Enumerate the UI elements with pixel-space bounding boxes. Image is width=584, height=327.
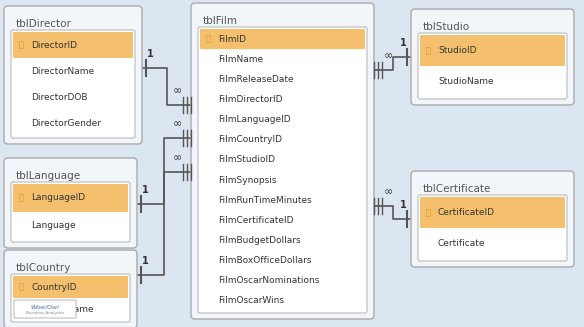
Text: Business Analytics: Business Analytics bbox=[26, 311, 64, 315]
Text: FilmID: FilmID bbox=[218, 35, 246, 43]
Text: FilmCountryID: FilmCountryID bbox=[218, 135, 282, 144]
Text: StudioName: StudioName bbox=[438, 77, 493, 86]
Text: ⚿: ⚿ bbox=[19, 283, 23, 291]
Text: ∞: ∞ bbox=[383, 51, 392, 61]
Text: tblStudio: tblStudio bbox=[423, 22, 470, 32]
Text: ⚿: ⚿ bbox=[426, 208, 430, 217]
FancyBboxPatch shape bbox=[411, 9, 574, 105]
FancyBboxPatch shape bbox=[4, 6, 142, 144]
Text: CertificateID: CertificateID bbox=[438, 208, 495, 217]
Text: FilmCertificateID: FilmCertificateID bbox=[218, 216, 294, 225]
Text: tblCountry: tblCountry bbox=[16, 263, 71, 273]
Text: 1: 1 bbox=[399, 38, 406, 48]
FancyBboxPatch shape bbox=[4, 158, 137, 248]
FancyBboxPatch shape bbox=[13, 184, 128, 212]
Text: StudioID: StudioID bbox=[438, 46, 477, 55]
Text: CountryID: CountryID bbox=[31, 283, 77, 291]
FancyBboxPatch shape bbox=[4, 250, 137, 327]
Text: CountryName: CountryName bbox=[31, 304, 93, 314]
FancyBboxPatch shape bbox=[420, 197, 565, 228]
FancyBboxPatch shape bbox=[200, 29, 365, 49]
FancyBboxPatch shape bbox=[191, 3, 374, 319]
FancyBboxPatch shape bbox=[198, 27, 367, 313]
Text: DirectorGender: DirectorGender bbox=[31, 118, 101, 128]
Text: FilmLanguageID: FilmLanguageID bbox=[218, 115, 291, 124]
Text: FilmOscarNominations: FilmOscarNominations bbox=[218, 276, 319, 285]
FancyBboxPatch shape bbox=[418, 195, 567, 261]
Text: Language: Language bbox=[31, 221, 75, 231]
Text: FilmDirectorID: FilmDirectorID bbox=[218, 95, 283, 104]
Text: FilmOscarWins: FilmOscarWins bbox=[218, 297, 284, 305]
Text: tblDirector: tblDirector bbox=[16, 19, 72, 29]
Text: Wise/Owl: Wise/Owl bbox=[30, 304, 60, 310]
FancyBboxPatch shape bbox=[11, 182, 130, 242]
Text: ⚿: ⚿ bbox=[426, 46, 430, 55]
FancyBboxPatch shape bbox=[420, 35, 565, 66]
FancyBboxPatch shape bbox=[11, 274, 130, 322]
Text: FilmReleaseDate: FilmReleaseDate bbox=[218, 75, 294, 84]
Text: DirectorID: DirectorID bbox=[31, 41, 77, 49]
Text: FilmSynopsis: FilmSynopsis bbox=[218, 176, 276, 184]
Text: DirectorDOB: DirectorDOB bbox=[31, 93, 88, 101]
FancyBboxPatch shape bbox=[13, 276, 128, 298]
Text: 1: 1 bbox=[399, 200, 406, 210]
Text: ⚿: ⚿ bbox=[19, 41, 23, 49]
Text: ∞: ∞ bbox=[172, 119, 182, 129]
Text: Certificate: Certificate bbox=[438, 239, 485, 248]
Text: FilmRunTimeMinutes: FilmRunTimeMinutes bbox=[218, 196, 312, 205]
Text: 1: 1 bbox=[142, 256, 148, 266]
FancyBboxPatch shape bbox=[411, 171, 574, 267]
Text: 1: 1 bbox=[142, 185, 148, 195]
Text: ⚿: ⚿ bbox=[19, 194, 23, 202]
FancyBboxPatch shape bbox=[418, 33, 567, 99]
Text: FilmStudioID: FilmStudioID bbox=[218, 155, 275, 164]
Text: FilmBoxOfficeDollars: FilmBoxOfficeDollars bbox=[218, 256, 311, 265]
Text: ⚿: ⚿ bbox=[206, 35, 210, 43]
FancyBboxPatch shape bbox=[14, 300, 76, 318]
FancyBboxPatch shape bbox=[13, 32, 133, 58]
Text: 1: 1 bbox=[147, 49, 154, 59]
Text: tblFilm: tblFilm bbox=[203, 16, 238, 26]
Text: ∞: ∞ bbox=[172, 86, 182, 96]
Text: DirectorName: DirectorName bbox=[31, 66, 94, 76]
Text: FilmName: FilmName bbox=[218, 55, 263, 64]
Text: ∞: ∞ bbox=[383, 187, 392, 197]
Text: tblCertificate: tblCertificate bbox=[423, 184, 491, 194]
Text: tblLanguage: tblLanguage bbox=[16, 171, 81, 181]
FancyBboxPatch shape bbox=[11, 30, 135, 138]
Text: ∞: ∞ bbox=[172, 153, 182, 163]
Text: LanguageID: LanguageID bbox=[31, 194, 85, 202]
Text: FilmBudgetDollars: FilmBudgetDollars bbox=[218, 236, 301, 245]
